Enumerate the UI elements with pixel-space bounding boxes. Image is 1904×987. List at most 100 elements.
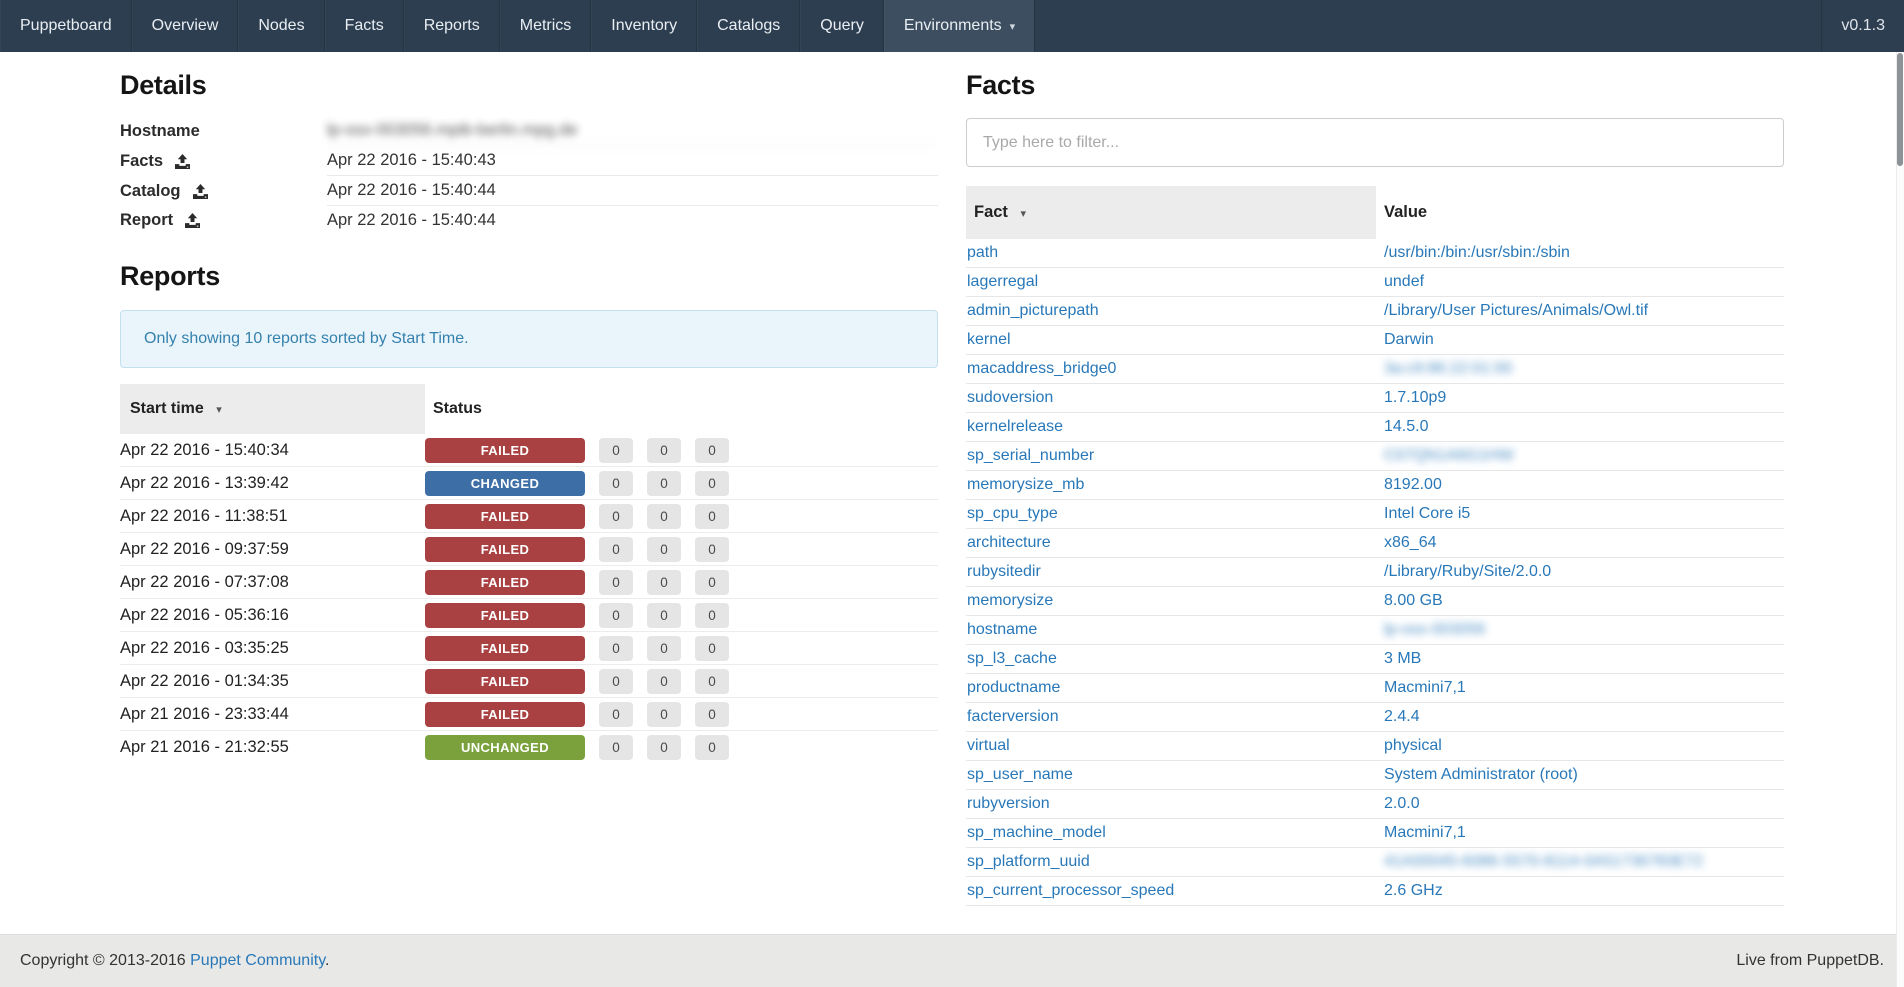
- fact-row: facterversion 2.4.4: [966, 703, 1784, 732]
- fact-value-link[interactable]: 1.7.10p9: [1384, 389, 1446, 406]
- report-count-badge: 0: [647, 570, 681, 595]
- live-from-puppetdb-text: Live from PuppetDB.: [1736, 952, 1884, 970]
- nav-item-query[interactable]: Query: [800, 0, 884, 52]
- fact-value-link[interactable]: C07QN1A6G1HW: [1384, 447, 1514, 464]
- fact-name-link[interactable]: sudoversion: [967, 389, 1053, 406]
- report-count-badge: 0: [647, 669, 681, 694]
- nav-brand[interactable]: Puppetboard: [0, 0, 132, 52]
- fact-value-link[interactable]: Darwin: [1384, 331, 1434, 348]
- nav-item-label: Catalogs: [717, 17, 780, 35]
- fact-row: sp_user_name System Administrator (root): [966, 761, 1784, 790]
- column-header-fact[interactable]: Fact ▾: [966, 186, 1376, 239]
- facts-title: Facts: [966, 70, 1784, 101]
- details-row-value: Apr 22 2016 - 15:40:44: [327, 176, 938, 206]
- right-column: Facts Fact ▾ Value path /usr/bin:/bin:/u…: [966, 52, 1784, 906]
- fact-name-link[interactable]: lagerregal: [967, 273, 1038, 290]
- nav-item-nodes[interactable]: Nodes: [238, 0, 324, 52]
- fact-name-link[interactable]: sp_cpu_type: [967, 505, 1058, 522]
- fact-value-link[interactable]: /Library/Ruby/Site/2.0.0: [1384, 563, 1551, 580]
- fact-name-link[interactable]: sp_current_processor_speed: [967, 882, 1174, 899]
- facts-filter-input[interactable]: [966, 118, 1784, 167]
- nav-item-facts[interactable]: Facts: [325, 0, 404, 52]
- fact-row: kernelrelease 14.5.0: [966, 413, 1784, 442]
- fact-row: virtual physical: [966, 732, 1784, 761]
- upload-icon: [185, 213, 200, 228]
- reports-notice: Only showing 10 reports sorted by Start …: [120, 310, 938, 368]
- fact-value-link[interactable]: 3 MB: [1384, 650, 1421, 667]
- fact-value-link[interactable]: 14.5.0: [1384, 418, 1428, 435]
- report-status-badge[interactable]: FAILED: [425, 570, 585, 595]
- fact-row: sp_platform_uuid 41A00045-6086-5570-8114…: [966, 848, 1784, 877]
- fact-name-link[interactable]: memorysize_mb: [967, 476, 1084, 493]
- nav-item-reports[interactable]: Reports: [404, 0, 500, 52]
- fact-value-link[interactable]: 41A00045-6086-5570-8114-0A51736783E72: [1384, 853, 1703, 870]
- nav-item-inventory[interactable]: Inventory: [591, 0, 697, 52]
- nav-item-overview[interactable]: Overview: [132, 0, 239, 52]
- fact-value-link[interactable]: x86_64: [1384, 534, 1437, 551]
- report-row: Apr 22 2016 - 13:39:42 CHANGED 0 0 0: [120, 467, 938, 500]
- nav-item-label: Overview: [152, 17, 219, 35]
- fact-name-link[interactable]: kernel: [967, 331, 1011, 348]
- fact-name-link[interactable]: memorysize: [967, 592, 1053, 609]
- fact-name-link[interactable]: rubyversion: [967, 795, 1050, 812]
- fact-value-link[interactable]: Macmini7,1: [1384, 824, 1466, 841]
- fact-value-link[interactable]: 2.6 GHz: [1384, 882, 1443, 899]
- fact-value-link[interactable]: 8.00 GB: [1384, 592, 1443, 609]
- report-status-badge[interactable]: FAILED: [425, 669, 585, 694]
- puppet-community-link[interactable]: Puppet Community: [190, 952, 325, 969]
- fact-row: path /usr/bin:/bin:/usr/sbin:/sbin: [966, 239, 1784, 268]
- fact-name-link[interactable]: sp_serial_number: [967, 447, 1094, 464]
- fact-name-link[interactable]: sp_l3_cache: [967, 650, 1057, 667]
- fact-name-link[interactable]: path: [967, 244, 998, 261]
- fact-name-link[interactable]: facterversion: [967, 708, 1059, 725]
- fact-name-link[interactable]: macaddress_bridge0: [967, 360, 1116, 377]
- fact-value-link[interactable]: Intel Core i5: [1384, 505, 1470, 522]
- report-status-badge[interactable]: FAILED: [425, 702, 585, 727]
- report-count-badge: 0: [599, 471, 633, 496]
- nav-item-metrics[interactable]: Metrics: [500, 0, 592, 52]
- report-count-badge: 0: [647, 438, 681, 463]
- report-count-badge: 0: [647, 504, 681, 529]
- nav-item-catalogs[interactable]: Catalogs: [697, 0, 800, 52]
- report-status-badge[interactable]: FAILED: [425, 636, 585, 661]
- fact-value-link[interactable]: /Library/User Pictures/Animals/Owl.tif: [1384, 302, 1648, 319]
- report-status-badge[interactable]: CHANGED: [425, 471, 585, 496]
- left-column: Details Hostname lp-osx-003056.mpib-berl…: [120, 52, 938, 906]
- report-status-badge[interactable]: UNCHANGED: [425, 735, 585, 760]
- fact-name-link[interactable]: kernelrelease: [967, 418, 1063, 435]
- report-status-badge[interactable]: FAILED: [425, 504, 585, 529]
- fact-value-link[interactable]: /usr/bin:/bin:/usr/sbin:/sbin: [1384, 244, 1570, 261]
- column-header-start-time[interactable]: Start time ▾: [120, 384, 425, 434]
- fact-name-link[interactable]: sp_platform_uuid: [967, 853, 1090, 870]
- report-count-badge: 0: [599, 669, 633, 694]
- fact-row: sp_current_processor_speed 2.6 GHz: [966, 877, 1784, 906]
- fact-name-link[interactable]: admin_picturepath: [967, 302, 1099, 319]
- fact-name-link[interactable]: sp_machine_model: [967, 824, 1106, 841]
- fact-name-link[interactable]: hostname: [967, 621, 1037, 638]
- nav-item-environments[interactable]: Environments ▾: [884, 0, 1035, 52]
- fact-name-link[interactable]: virtual: [967, 737, 1010, 754]
- fact-value-link[interactable]: physical: [1384, 737, 1442, 754]
- fact-value-link[interactable]: System Administrator (root): [1384, 766, 1578, 783]
- fact-value-link[interactable]: undef: [1384, 273, 1424, 290]
- column-header-value: Value: [1376, 186, 1435, 239]
- fact-value-link[interactable]: 8192.00: [1384, 476, 1442, 493]
- fact-row: rubyversion 2.0.0: [966, 790, 1784, 819]
- fact-name-link[interactable]: architecture: [967, 534, 1051, 551]
- nav-item-label: Inventory: [611, 17, 677, 35]
- fact-value-link[interactable]: 3a:c9:86:22:01:00: [1384, 360, 1512, 377]
- nav-environments-label: Environments: [904, 17, 1002, 35]
- fact-value-link[interactable]: lp-osx-003056: [1384, 621, 1485, 638]
- report-status-badge[interactable]: FAILED: [425, 438, 585, 463]
- fact-name-link[interactable]: rubysitedir: [967, 563, 1041, 580]
- fact-value-link[interactable]: 2.0.0: [1384, 795, 1420, 812]
- fact-name-link[interactable]: productname: [967, 679, 1060, 696]
- report-count-badge: 0: [695, 669, 729, 694]
- scrollbar-thumb[interactable]: [1897, 53, 1903, 166]
- report-status-badge[interactable]: FAILED: [425, 603, 585, 628]
- scrollbar-track[interactable]: [1896, 52, 1904, 987]
- fact-name-link[interactable]: sp_user_name: [967, 766, 1073, 783]
- fact-value-link[interactable]: 2.4.4: [1384, 708, 1420, 725]
- report-status-badge[interactable]: FAILED: [425, 537, 585, 562]
- fact-value-link[interactable]: Macmini7,1: [1384, 679, 1466, 696]
